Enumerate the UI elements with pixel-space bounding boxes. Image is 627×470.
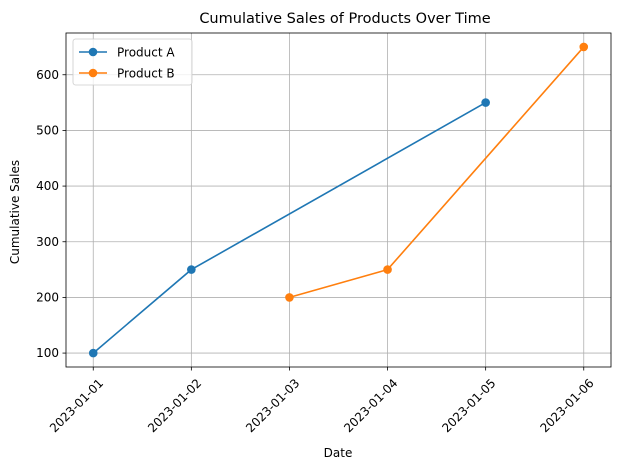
x-axis-title: Date — [324, 446, 353, 460]
y-tick-label: 200 — [36, 290, 59, 304]
data-point — [383, 265, 392, 274]
legend: Product A Product B — [72, 38, 193, 86]
legend-marker — [88, 68, 98, 78]
y-tick-label: 400 — [36, 179, 59, 193]
y-tick-label: 600 — [36, 68, 59, 82]
data-point — [285, 293, 294, 302]
data-point — [579, 42, 589, 52]
y-tick-label: 300 — [36, 235, 59, 249]
y-axis-title: Cumulative Sales — [8, 160, 22, 264]
data-point — [481, 98, 490, 107]
legend-label: Product B — [117, 67, 175, 81]
data-point — [187, 265, 196, 274]
plot-area-frame — [65, 32, 612, 368]
data-point — [88, 348, 98, 358]
legend-label: Product A — [117, 46, 175, 60]
y-tick-label: 100 — [36, 346, 59, 360]
chart-title: Cumulative Sales of Products Over Time — [199, 11, 490, 27]
series-layer — [88, 42, 589, 358]
legend-marker — [88, 47, 98, 57]
y-tick-label: 500 — [36, 123, 59, 137]
